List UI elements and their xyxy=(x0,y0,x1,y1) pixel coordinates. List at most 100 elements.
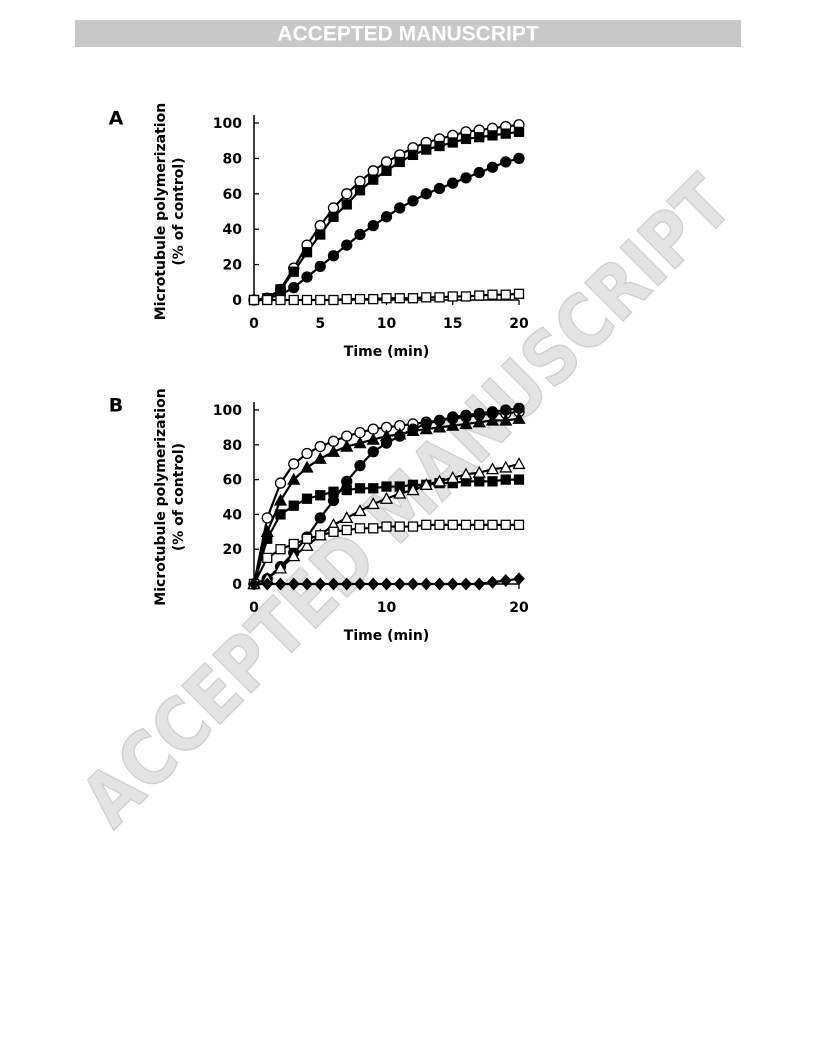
marker xyxy=(460,409,472,421)
marker xyxy=(368,523,379,534)
marker xyxy=(353,436,367,449)
marker xyxy=(394,293,405,304)
marker xyxy=(288,500,299,511)
marker xyxy=(340,511,354,524)
y-tick-label: 100 xyxy=(213,403,242,419)
marker xyxy=(340,439,354,452)
marker xyxy=(341,293,352,305)
marker xyxy=(433,577,446,591)
marker xyxy=(446,471,460,484)
x-tick-label: 15 xyxy=(443,316,462,332)
marker xyxy=(500,404,512,416)
y-tick-label: 60 xyxy=(223,473,243,489)
marker xyxy=(486,406,499,418)
marker xyxy=(354,185,366,196)
marker xyxy=(327,577,340,591)
marker xyxy=(446,577,459,591)
marker xyxy=(433,414,446,427)
marker xyxy=(327,202,340,214)
marker xyxy=(513,288,525,299)
marker xyxy=(301,577,313,591)
panel-label: B xyxy=(109,395,123,417)
marker xyxy=(301,271,313,283)
marker xyxy=(459,417,473,430)
marker xyxy=(473,577,486,591)
marker xyxy=(273,561,288,574)
marker xyxy=(381,521,392,532)
marker xyxy=(300,538,314,551)
y-axis-label: (% of control) xyxy=(171,157,187,265)
marker xyxy=(512,457,526,470)
x-tick-label: 20 xyxy=(509,600,529,616)
marker xyxy=(261,512,273,524)
marker xyxy=(499,574,512,587)
y-tick-label: 40 xyxy=(223,222,243,238)
marker xyxy=(447,177,459,189)
y-tick-label: 60 xyxy=(223,187,243,203)
marker xyxy=(328,294,339,306)
marker xyxy=(354,523,366,534)
marker xyxy=(472,415,486,428)
marker xyxy=(500,156,512,168)
marker xyxy=(421,144,432,155)
marker xyxy=(287,549,301,562)
marker xyxy=(261,577,274,591)
marker xyxy=(274,477,287,489)
marker xyxy=(380,577,393,591)
marker xyxy=(327,494,340,507)
marker xyxy=(288,458,300,470)
marker xyxy=(487,289,498,300)
marker xyxy=(301,247,313,258)
marker xyxy=(301,493,313,504)
marker xyxy=(474,132,485,143)
x-tick-label: 20 xyxy=(509,316,529,332)
y-tick-label: 80 xyxy=(223,438,243,454)
marker xyxy=(262,533,273,544)
marker xyxy=(367,423,379,435)
x-tick-label: 10 xyxy=(377,600,397,616)
marker xyxy=(354,577,366,591)
marker xyxy=(434,292,445,303)
marker xyxy=(393,486,407,499)
marker xyxy=(447,291,458,302)
marker xyxy=(313,451,327,464)
marker xyxy=(367,165,379,177)
marker xyxy=(460,291,472,302)
marker xyxy=(326,444,341,457)
marker xyxy=(301,294,313,306)
marker xyxy=(327,435,340,447)
marker xyxy=(433,182,446,195)
marker xyxy=(341,239,353,251)
banner-background xyxy=(75,20,741,47)
marker xyxy=(421,519,432,530)
x-axis-label: Time (min) xyxy=(344,344,429,360)
marker xyxy=(300,460,314,473)
marker xyxy=(368,483,379,494)
marker xyxy=(485,462,500,475)
marker xyxy=(500,289,511,300)
marker xyxy=(460,133,472,145)
marker xyxy=(460,519,472,530)
panel-label: A xyxy=(109,108,124,130)
marker xyxy=(273,493,288,506)
y-tick-label: 0 xyxy=(232,293,242,309)
marker xyxy=(420,188,432,200)
marker xyxy=(315,294,326,306)
marker xyxy=(447,411,459,423)
marker xyxy=(353,504,367,517)
marker xyxy=(407,577,419,591)
y-axis-label: (% of control) xyxy=(171,443,187,551)
marker xyxy=(474,476,485,487)
marker xyxy=(394,521,405,532)
marker xyxy=(328,486,339,497)
marker xyxy=(446,418,460,431)
marker xyxy=(341,199,352,210)
marker xyxy=(500,474,511,485)
marker xyxy=(487,130,498,141)
y-axis-label: Microtubule polymerization xyxy=(153,103,169,320)
marker xyxy=(499,413,513,426)
marker xyxy=(380,156,393,168)
marker xyxy=(393,577,406,591)
marker xyxy=(513,152,525,165)
